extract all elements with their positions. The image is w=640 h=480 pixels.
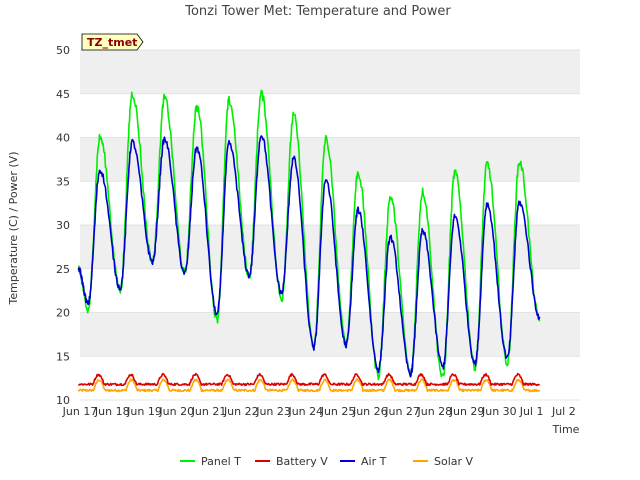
grid [80,49,580,401]
badge-label: TZ_tmet [87,36,137,49]
series-solar-v [77,378,541,393]
y-tick-label: 45 [56,88,70,101]
x-tick-label: Jun 18 [94,405,130,418]
x-tick-label: Jun 27 [384,405,420,418]
x-tick-label: Jun 23 [255,405,291,418]
y-tick-label: 25 [56,263,70,276]
x-tick-label: Jul 2 [551,405,576,418]
y-tick-label: 20 [56,307,70,320]
legend-label: Battery V [276,455,328,468]
x-tick-label: Jul 1 [519,405,544,418]
x-tick-label: Jun 19 [126,405,162,418]
y-tick-label: 30 [56,219,70,232]
x-tick-label: Jun 30 [481,405,517,418]
badge: TZ_tmet [81,33,144,51]
y-tick-label: 40 [56,132,70,145]
y-tick-label: 10 [56,394,70,407]
y-axis-label: Temperature (C) / Power (V) [7,151,20,305]
x-tick-label: Jun 29 [449,405,485,418]
legend-label: Solar V [434,455,474,468]
badge-box [81,33,144,51]
series-battery-v [77,372,540,387]
y-tick-label: 15 [56,350,70,363]
plot-band [80,50,580,94]
x-tick-label: Jun 22 [223,405,259,418]
series-air-t [77,135,541,378]
series-layer [77,89,541,393]
series-panel-t [77,89,541,381]
legend-label: Air T [361,455,387,468]
y-axis: 10 15 20 25 30 35 40 45 50 [56,44,70,407]
y-tick-label: 50 [56,44,70,57]
x-tick-label: Jun 25 [320,405,356,418]
y-tick-label: 35 [56,175,70,188]
x-tick-label: Jun 17 [62,405,98,418]
x-tick-label: Jun 26 [352,405,388,418]
x-tick-label: Jun 24 [287,405,323,418]
chart-title: Tonzi Tower Met: Temperature and Power [184,4,451,19]
x-tick-label: Jun 21 [191,405,227,418]
legend: Panel T Battery V Air T Solar V [180,455,474,468]
x-axis-label: Time [552,423,580,436]
legend-label: Panel T [201,455,241,468]
x-tick-label: Jun 28 [416,405,452,418]
x-tick-label: Jun 20 [158,405,194,418]
plot-band [80,312,580,357]
